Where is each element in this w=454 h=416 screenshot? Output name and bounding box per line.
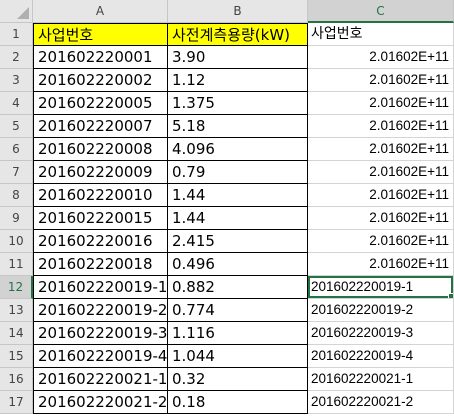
cell-b[interactable]: 1.116 [168,322,308,345]
cell-c[interactable]: 201602220019-4 [308,345,454,368]
cell-c[interactable]: 2.01602E+11 [308,115,454,138]
column-header-b[interactable]: B [168,0,308,23]
cell-a[interactable]: 201602220018 [33,253,168,276]
select-all-corner[interactable] [0,0,33,23]
cell-a[interactable]: 201602220007 [33,115,168,138]
cell-a[interactable]: 201602220008 [33,138,168,161]
cell-b[interactable]: 4.096 [168,138,308,161]
cell-b[interactable]: 0.496 [168,253,308,276]
row-header[interactable]: 14 [0,322,33,345]
cell-b[interactable]: 1.44 [168,184,308,207]
row-header[interactable]: 6 [0,138,33,161]
cell-a[interactable]: 201602220019-4 [33,345,168,368]
cell-b[interactable]: 5.18 [168,115,308,138]
select-all-triangle-icon [17,7,29,19]
cell-a[interactable]: 201602220001 [33,46,168,69]
cell-b[interactable]: 0.774 [168,299,308,322]
cell-b[interactable]: 0.18 [168,391,308,414]
cell-c[interactable]: 201602220019-3 [308,322,454,345]
row-header[interactable]: 10 [0,230,33,253]
cell-a[interactable]: 201602220019-1 [33,276,168,299]
row-header[interactable]: 15 [0,345,33,368]
row-header[interactable]: 13 [0,299,33,322]
cell-a[interactable]: 201602220002 [33,69,168,92]
cell-b[interactable]: 3.90 [168,46,308,69]
cell-a[interactable]: 201602220021-1 [33,368,168,391]
cell-a[interactable]: 201602220021-2 [33,391,168,414]
cell-c[interactable]: 2.01602E+11 [308,253,454,276]
cell-c[interactable]: 2.01602E+11 [308,92,454,115]
cell-b[interactable]: 0.32 [168,368,308,391]
cell-a1-header[interactable]: 사업번호 [33,23,168,46]
row-header[interactable]: 4 [0,92,33,115]
row-header[interactable]: 17 [0,391,33,414]
row-header[interactable]: 5 [0,115,33,138]
cell-c[interactable]: 2.01602E+11 [308,138,454,161]
cell-c[interactable]: 201602220021-1 [308,368,454,391]
cell-a[interactable]: 201602220019-2 [33,299,168,322]
active-cell-value: 201602220019-1 [311,279,414,294]
column-header-c[interactable]: C [308,0,454,23]
cell-a[interactable]: 201602220010 [33,184,168,207]
cell-b[interactable]: 1.044 [168,345,308,368]
cell-b[interactable]: 0.79 [168,161,308,184]
row-header[interactable]: 9 [0,207,33,230]
row-header[interactable]: 3 [0,69,33,92]
row-header[interactable]: 16 [0,368,33,391]
row-header[interactable]: 2 [0,46,33,69]
row-header[interactable]: 7 [0,161,33,184]
cell-a[interactable]: 201602220009 [33,161,168,184]
cell-b[interactable]: 2.415 [168,230,308,253]
cell-b[interactable]: 0.882 [168,276,308,299]
cell-b[interactable]: 1.12 [168,69,308,92]
cell-b[interactable]: 1.44 [168,207,308,230]
cell-a[interactable]: 201602220016 [33,230,168,253]
row-header[interactable]: 1 [0,23,33,46]
cell-c[interactable]: 2.01602E+11 [308,69,454,92]
cell-b1-header[interactable]: 사전계측용량(kW) [168,23,308,46]
cell-c[interactable]: 2.01602E+11 [308,230,454,253]
cell-c[interactable]: 2.01602E+11 [308,184,454,207]
cell-c[interactable]: 201602220021-2 [308,391,454,414]
row-header[interactable]: 11 [0,253,33,276]
cell-c[interactable]: 2.01602E+11 [308,207,454,230]
fill-handle[interactable] [448,293,453,298]
row-header-selected[interactable]: 12 [0,276,33,299]
cell-c1-header[interactable]: 사업번호 [308,23,454,46]
active-cell-c12[interactable]: 201602220019-1 [308,276,454,299]
row-header[interactable]: 8 [0,184,33,207]
cell-a[interactable]: 201602220005 [33,92,168,115]
cell-a[interactable]: 201602220015 [33,207,168,230]
cell-c[interactable]: 201602220019-2 [308,299,454,322]
cell-c[interactable]: 2.01602E+11 [308,161,454,184]
column-header-a[interactable]: A [33,0,168,23]
cell-b[interactable]: 1.375 [168,92,308,115]
cell-c[interactable]: 2.01602E+11 [308,46,454,69]
cell-a[interactable]: 201602220019-3 [33,322,168,345]
